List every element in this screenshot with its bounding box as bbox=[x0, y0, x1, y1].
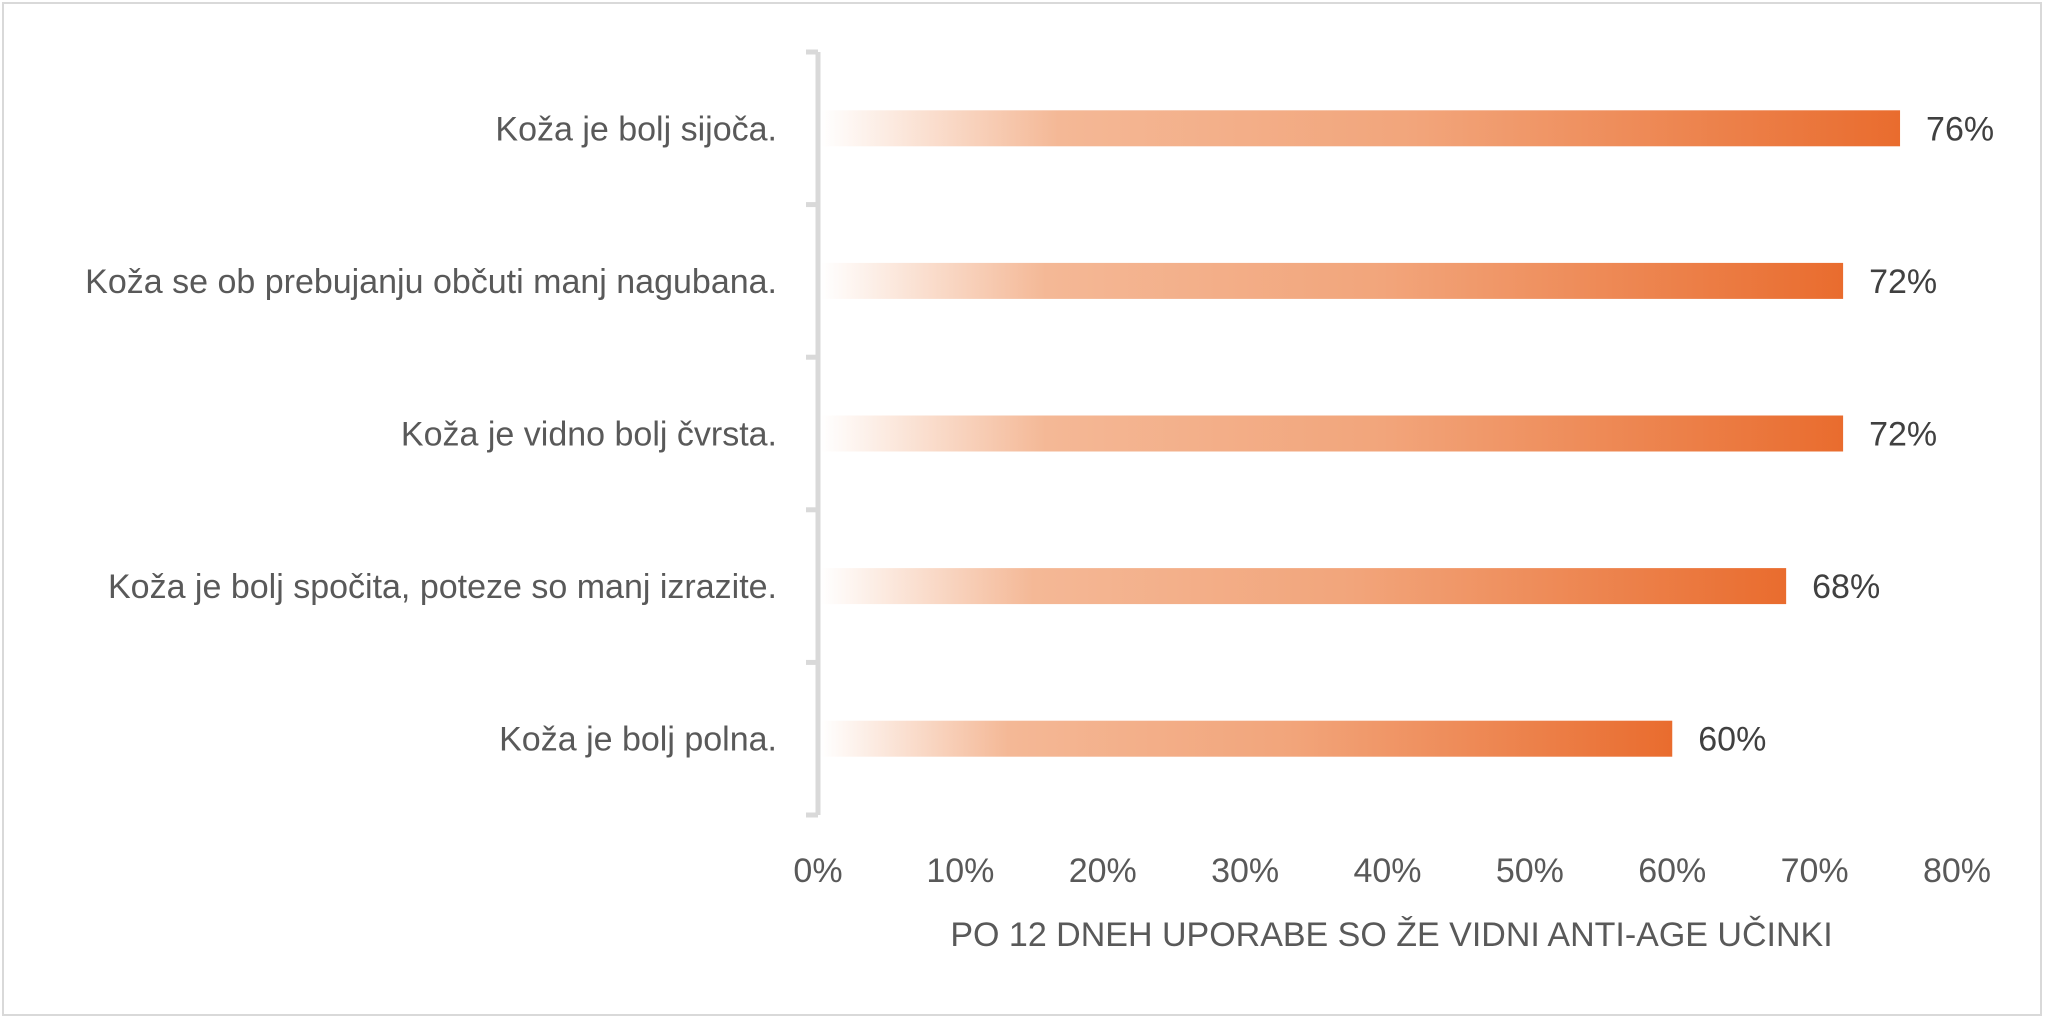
x-tick-label: 70% bbox=[1781, 852, 1849, 890]
x-tick-label: 0% bbox=[793, 852, 842, 890]
data-label: 60% bbox=[1698, 721, 1766, 759]
data-label: 72% bbox=[1869, 263, 1937, 301]
category-label: Koža je bolj polna. bbox=[499, 721, 777, 759]
data-label: 76% bbox=[1926, 110, 1994, 148]
x-tick-label: 20% bbox=[1069, 852, 1137, 890]
x-tick-labels: 0% 10% 20% 30% 40% 50% 60% 70% 80% bbox=[793, 852, 1991, 890]
category-labels: Koža je bolj sijoča. Koža se ob prebujanj… bbox=[85, 110, 777, 758]
y-axis bbox=[806, 49, 821, 818]
bar bbox=[821, 568, 1787, 605]
category-label: Koža je bolj sijoča. bbox=[495, 110, 777, 148]
category-label: Koža je vidno bolj čvrsta. bbox=[401, 416, 777, 454]
x-tick-label: 80% bbox=[1923, 852, 1991, 890]
x-axis-title: PO 12 DNEH UPORABE SO ŽE VIDNI ANTI-AGE … bbox=[950, 916, 1832, 954]
data-label: 68% bbox=[1812, 568, 1880, 606]
x-tick-label: 10% bbox=[926, 852, 994, 890]
bar bbox=[821, 110, 1901, 147]
bar bbox=[821, 720, 1673, 757]
bar bbox=[821, 262, 1844, 299]
category-label: Koža je bolj spočita, poteze so manj izr… bbox=[108, 568, 777, 606]
x-tick-label: 30% bbox=[1211, 852, 1279, 890]
x-tick-label: 40% bbox=[1353, 852, 1421, 890]
category-label: Koža se ob prebujanju občuti manj naguba… bbox=[85, 263, 777, 301]
x-tick-label: 50% bbox=[1496, 852, 1564, 890]
bar bbox=[821, 415, 1844, 452]
data-labels: 76% 72% 72% 68% 60% bbox=[1698, 110, 1994, 758]
bars bbox=[821, 110, 1901, 757]
data-label: 72% bbox=[1869, 416, 1937, 454]
x-tick-label: 60% bbox=[1638, 852, 1706, 890]
